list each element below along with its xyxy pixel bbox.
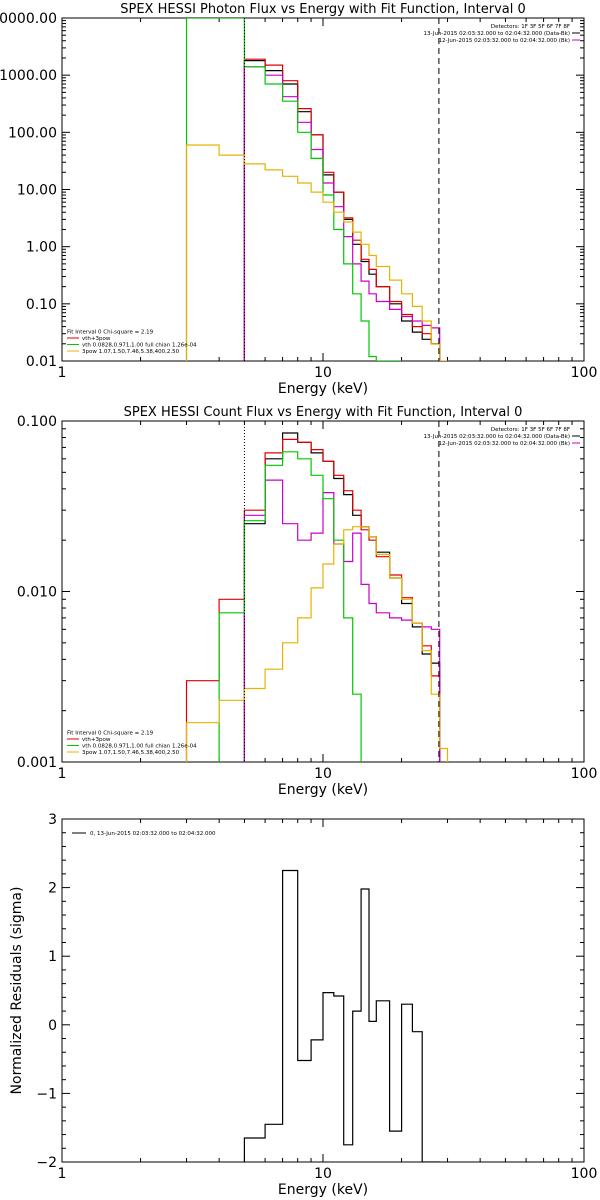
- y-tick-label: 0.010: [17, 585, 57, 601]
- header-line: 13-Jun-2015 02:03:32.000 to 02:04:32.000…: [424, 31, 570, 37]
- series-0-13-jun-2015-02-03-32-000-to-02-04-32-000: [243, 869, 440, 1162]
- y-tick-label: 0.01: [26, 354, 57, 370]
- fit-legend-line: Fit Interval 0 Chi-square = 2.19: [67, 330, 154, 336]
- y-tick-label: 2: [48, 881, 57, 897]
- y-tick-label: 0.100: [17, 414, 57, 430]
- plot-area: [243, 869, 440, 1162]
- header-line: 12-Jun-2015 02:03:32.000 to 02:04:32.000…: [438, 441, 570, 447]
- y-tick-label: −2: [36, 1155, 57, 1171]
- y-tick-label: 3: [48, 812, 57, 828]
- x-tick-label: 100: [571, 365, 598, 381]
- series-data: [243, 432, 441, 762]
- y-tick-label: 0000.00: [0, 11, 57, 27]
- y-tick-label: 0: [48, 1018, 57, 1034]
- series-vth-3pow: [243, 58, 441, 361]
- y-axis-label: Normalized Residuals (sigma): [9, 887, 25, 1095]
- chart-title: SPEX HESSI Count Flux vs Energy with Fit…: [124, 405, 523, 420]
- series-data: [243, 60, 441, 361]
- plot-area: [185, 18, 448, 361]
- fit-legend-line: vth+3pow: [82, 737, 111, 743]
- x-tick-label: 10: [314, 365, 332, 381]
- x-axis-label: Energy (keV): [278, 381, 368, 397]
- series-background: [243, 66, 441, 361]
- legend-entry: 0, 13-Jun-2015 02:03:32.000 to 02:04:32.…: [90, 831, 216, 837]
- fit-legend-line: vth+3pow: [82, 336, 111, 342]
- y-tick-label: 0.001: [17, 755, 57, 771]
- panel-3: 1 10 100 −2 −1 0 1 2 3 Energy (keV) Normalized Res…: [9, 812, 597, 1198]
- fit-legend-line: 3pow 1.07,1.50,7.46,5.38,400,2.50: [82, 750, 180, 756]
- plot-area: [185, 421, 449, 762]
- fit-legend-line: vth 0.0828,0.971,1.00 full chian 1.26e-0…: [82, 744, 197, 750]
- x-tick-label: 100: [571, 766, 598, 782]
- series-vth: [218, 451, 362, 762]
- series-3pow: [185, 526, 449, 762]
- plot-frame: [61, 818, 585, 1163]
- x-tick-label: 10: [314, 1166, 332, 1182]
- series-background: [243, 479, 441, 762]
- series-3pow: [185, 144, 448, 361]
- x-tick-label: 100: [571, 1166, 598, 1182]
- y-tick-label: 1.00: [26, 240, 57, 256]
- fit-legend-line: 3pow 1.07,1.50,7.46,5.38,400,2.50: [82, 349, 180, 355]
- y-tick-label: 1000.00: [0, 68, 57, 84]
- panel-1: SPEX HESSI Photon Flux vs Energy with Fi…: [0, 2, 597, 397]
- panel-2: SPEX HESSI Count Flux vs Energy with Fit…: [17, 405, 597, 798]
- x-axis-label: Energy (keV): [278, 782, 368, 798]
- fit-legend-line: vth 0.0828,0.971,1.00 full chian 1.26e-0…: [82, 343, 197, 349]
- header-line: 13-Jun-2015 02:03:32.000 to 02:04:32.000…: [424, 434, 570, 440]
- series-vth: [185, 18, 402, 361]
- y-tick-label: 0.10: [26, 297, 57, 313]
- chart-title: SPEX HESSI Photon Flux vs Energy with Fi…: [120, 2, 526, 17]
- x-tick-label: 10: [314, 766, 332, 782]
- y-tick-label: 10.00: [17, 183, 57, 199]
- x-tick-label: 1: [58, 365, 67, 381]
- x-tick-label: 1: [58, 1166, 67, 1182]
- y-tick-label: −1: [36, 1086, 57, 1102]
- header-line: Detectors: 1F 3F 5F 6F 7F 8F: [491, 24, 570, 30]
- fit-legend-line: Fit Interval 0 Chi-square = 2.19: [67, 731, 154, 737]
- plot-frame: [61, 420, 585, 763]
- x-axis-label: Energy (keV): [278, 1182, 368, 1198]
- header-line: 12-Jun-2015 02:03:32.000 to 02:04:32.000…: [438, 38, 570, 44]
- y-tick-label: 1: [48, 949, 57, 965]
- x-tick-label: 1: [58, 766, 67, 782]
- y-tick-label: 100.00: [8, 125, 57, 141]
- header-line: Detectors: 1F 3F 5F 6F 7F 8F: [491, 427, 570, 433]
